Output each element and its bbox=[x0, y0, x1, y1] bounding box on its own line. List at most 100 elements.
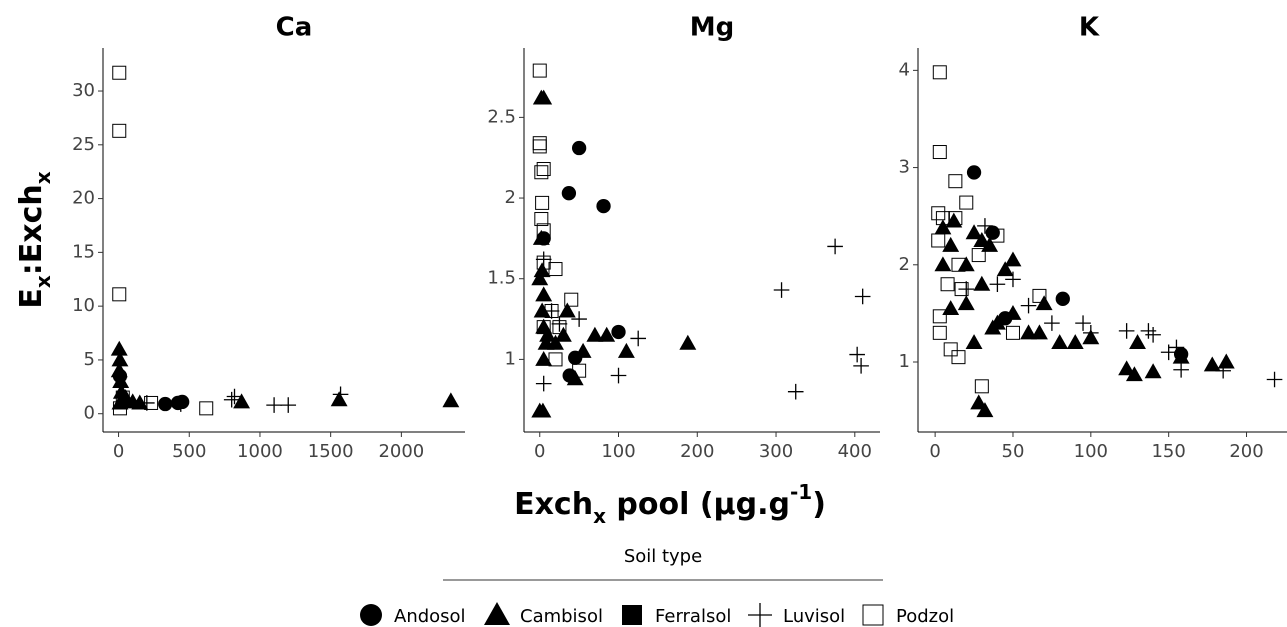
point bbox=[131, 394, 149, 410]
point bbox=[1145, 326, 1161, 343]
point bbox=[442, 392, 460, 408]
x-title-part: Exch bbox=[514, 487, 593, 522]
point bbox=[959, 195, 974, 210]
points bbox=[931, 65, 1283, 418]
point bbox=[115, 390, 130, 405]
y-axis-title: Ex:Exchx bbox=[14, 171, 55, 308]
point bbox=[974, 379, 989, 394]
y-tick-label: 1.5 bbox=[487, 268, 516, 289]
point bbox=[534, 402, 552, 418]
point bbox=[945, 212, 963, 228]
point bbox=[598, 326, 616, 342]
point bbox=[112, 287, 127, 302]
point bbox=[951, 350, 966, 365]
point bbox=[548, 352, 563, 367]
point bbox=[853, 358, 869, 374]
panel-title: Ca bbox=[276, 13, 313, 43]
point bbox=[948, 174, 963, 189]
point bbox=[533, 262, 551, 278]
legend-marker bbox=[862, 604, 884, 626]
point bbox=[965, 334, 983, 350]
point bbox=[548, 262, 563, 277]
point bbox=[119, 393, 135, 409]
point bbox=[977, 218, 993, 234]
point bbox=[970, 394, 988, 410]
point bbox=[948, 211, 963, 226]
point bbox=[532, 139, 547, 154]
legend-marker bbox=[748, 603, 772, 627]
legend-label: Andosol bbox=[394, 606, 466, 627]
point bbox=[547, 334, 564, 350]
points bbox=[531, 63, 871, 418]
point bbox=[973, 275, 991, 291]
point bbox=[571, 140, 587, 156]
y-tick-label: 5 bbox=[84, 349, 95, 370]
point bbox=[1140, 323, 1157, 339]
point bbox=[572, 363, 587, 378]
point bbox=[1020, 297, 1037, 314]
x-tick-label: 1500 bbox=[308, 441, 354, 462]
point bbox=[532, 229, 550, 245]
y-tick-label: 10 bbox=[72, 295, 95, 316]
x-tick-label: 50 bbox=[1002, 441, 1025, 462]
point bbox=[535, 286, 553, 302]
point bbox=[571, 311, 587, 327]
point bbox=[535, 195, 550, 210]
point bbox=[111, 351, 129, 367]
point bbox=[989, 276, 1006, 293]
x-tick-label: 200 bbox=[1229, 441, 1263, 462]
point bbox=[1083, 325, 1099, 341]
point bbox=[536, 320, 551, 335]
point bbox=[536, 223, 551, 238]
point bbox=[932, 145, 947, 160]
point bbox=[551, 316, 568, 332]
point bbox=[531, 270, 549, 286]
point bbox=[932, 309, 947, 324]
point bbox=[996, 261, 1014, 277]
point bbox=[787, 383, 804, 400]
point bbox=[1005, 325, 1020, 340]
legend-label: Luvisol bbox=[783, 606, 845, 627]
point bbox=[535, 350, 553, 366]
point bbox=[935, 211, 950, 226]
point bbox=[110, 362, 128, 378]
point bbox=[1044, 315, 1060, 331]
point bbox=[544, 303, 559, 318]
point bbox=[1075, 315, 1091, 331]
point bbox=[957, 256, 975, 272]
point bbox=[172, 396, 189, 412]
point bbox=[534, 165, 549, 180]
point bbox=[561, 186, 577, 201]
point bbox=[112, 401, 127, 416]
point bbox=[1217, 353, 1235, 369]
point bbox=[943, 342, 958, 357]
point bbox=[586, 326, 604, 342]
point bbox=[1118, 360, 1136, 376]
point bbox=[934, 219, 952, 235]
point bbox=[1004, 304, 1022, 320]
point bbox=[175, 394, 190, 410]
y-tick-label: 25 bbox=[72, 134, 95, 155]
y-tick-label: 2.5 bbox=[487, 106, 516, 127]
point bbox=[942, 236, 960, 252]
x-tick-label: 200 bbox=[680, 441, 714, 462]
point bbox=[532, 136, 547, 151]
x-tick-label: 500 bbox=[172, 441, 206, 462]
x-tick-label: 100 bbox=[1074, 441, 1108, 462]
y-tick-label: 1 bbox=[899, 351, 910, 372]
x-tick-label: 400 bbox=[838, 441, 872, 462]
x-tick-label: 300 bbox=[759, 441, 793, 462]
point bbox=[110, 340, 128, 356]
point bbox=[1168, 339, 1185, 356]
point bbox=[773, 282, 790, 298]
point bbox=[976, 402, 994, 418]
point bbox=[112, 123, 127, 138]
panel-title: Mg bbox=[690, 13, 734, 43]
point bbox=[940, 277, 955, 292]
point bbox=[931, 233, 946, 248]
point bbox=[827, 238, 843, 255]
panel-title: K bbox=[1079, 13, 1100, 43]
point bbox=[1172, 348, 1190, 364]
y-tick-label: 4 bbox=[899, 59, 910, 80]
